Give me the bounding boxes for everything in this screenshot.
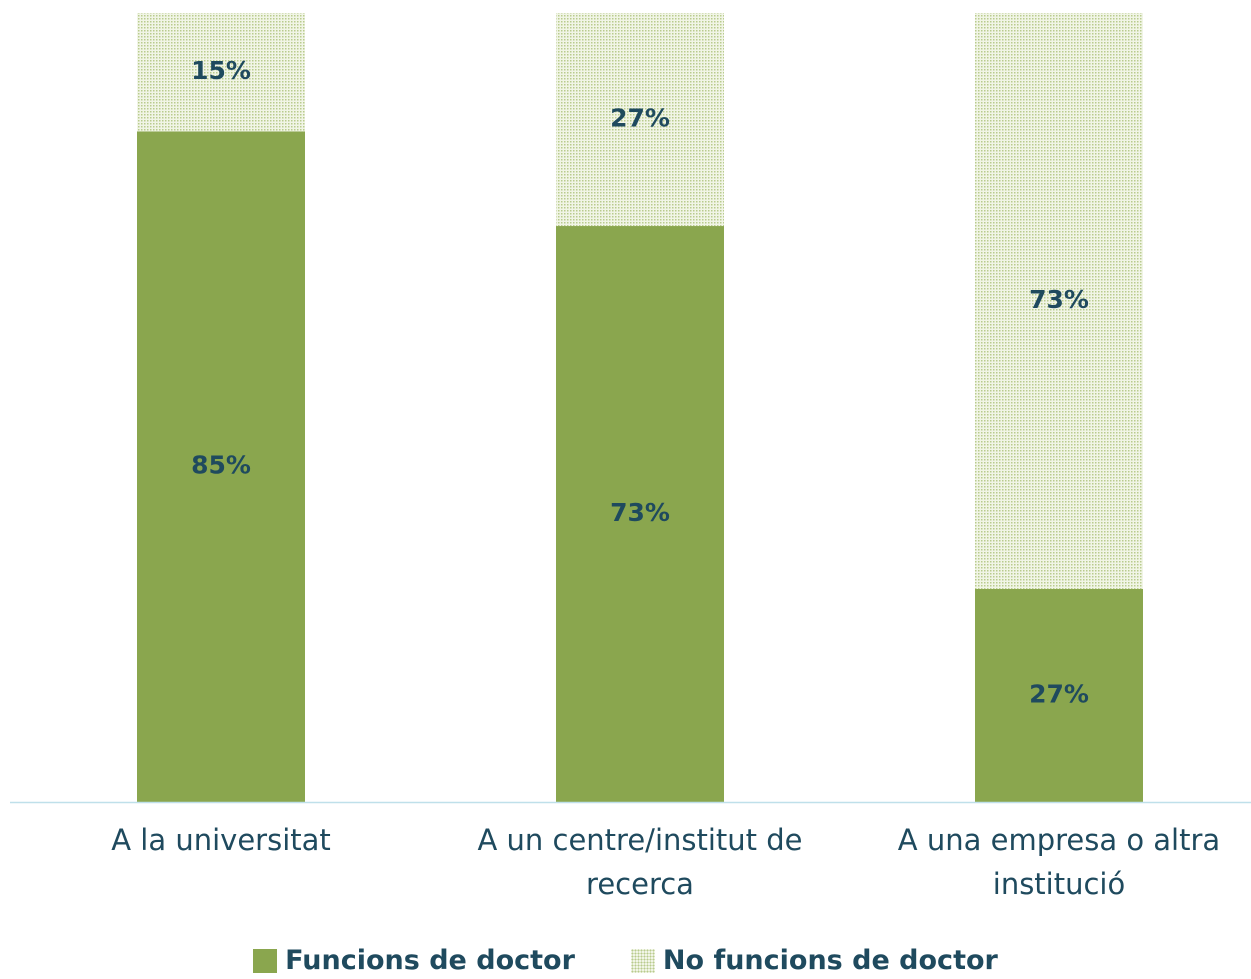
- bar-segment: [556, 226, 724, 802]
- data-label: 73%: [1029, 285, 1089, 314]
- data-label: 73%: [610, 498, 670, 527]
- data-label: 15%: [191, 56, 251, 85]
- legend-label: No funcions de doctor: [662, 945, 998, 976]
- data-label: 27%: [1029, 679, 1089, 708]
- legend-swatch: [253, 948, 278, 973]
- data-label: 85%: [191, 451, 251, 480]
- bar-segment: [975, 588, 1143, 802]
- x-tick-label: A la universitat: [111, 823, 331, 857]
- data-label: 27%: [610, 104, 670, 133]
- legend-item: Funcions de doctor: [253, 945, 575, 976]
- x-tick-label: A un centre/institut de recerca: [477, 823, 803, 901]
- bar-segment: [556, 13, 724, 227]
- bar-segment: [137, 13, 305, 132]
- legend-swatch: [630, 948, 655, 973]
- bar-segment: [137, 131, 305, 803]
- legend-item: No funcions de doctor: [630, 945, 998, 976]
- bar-segment: [975, 13, 1143, 589]
- x-tick-label: A una empresa o altra institució: [897, 823, 1221, 901]
- legend-label: Funcions de doctor: [285, 945, 575, 976]
- legend: Funcions de doctor No funcions de doctor: [0, 945, 1251, 976]
